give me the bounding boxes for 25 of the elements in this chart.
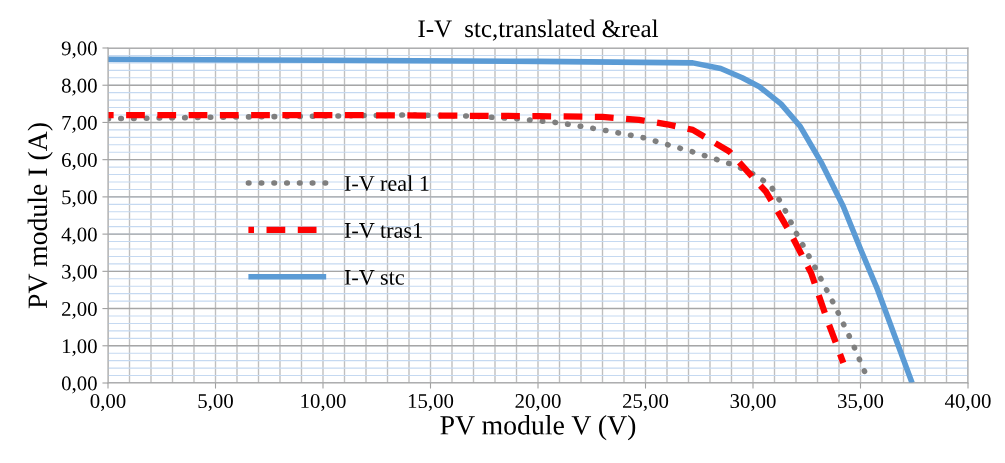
y-tick-label: 1,00 (62, 339, 97, 357)
chart-title: I-V stc,translated &real (418, 19, 659, 41)
y-tick-label: 0,00 (61, 376, 97, 394)
x-tick-label: 0,00 (90, 394, 126, 412)
x-tick-label: 35,00 (838, 394, 884, 412)
y-tick-label: 2,00 (62, 301, 97, 319)
x-tick-label: 30,00 (730, 394, 776, 412)
y-tick-label: 7,00 (62, 115, 97, 133)
x-tick-label: 15,00 (408, 394, 454, 412)
x-axis-title: PV module V (V) (440, 415, 636, 441)
y-axis-title: PV module I (A) (27, 123, 53, 309)
legend-label: I-V tras1 (344, 222, 422, 238)
y-tick-label: 5,00 (62, 190, 97, 208)
legend-label: I-V stc (344, 270, 404, 285)
x-tick-label: 5,00 (198, 394, 233, 412)
x-tick-label: 25,00 (622, 394, 669, 412)
x-tick-label: 40,00 (944, 394, 991, 412)
y-tick-label: 4,00 (61, 227, 97, 245)
x-tick-label: 20,00 (515, 394, 561, 412)
y-tick-label: 8,00 (61, 78, 97, 96)
y-tick-label: 9,00 (61, 41, 97, 59)
legend-label: I-V real 1 (344, 175, 429, 192)
y-tick-label: 3,00 (62, 264, 97, 282)
x-tick-label: 10,00 (301, 394, 346, 412)
y-tick-label: 6,00 (62, 153, 97, 171)
